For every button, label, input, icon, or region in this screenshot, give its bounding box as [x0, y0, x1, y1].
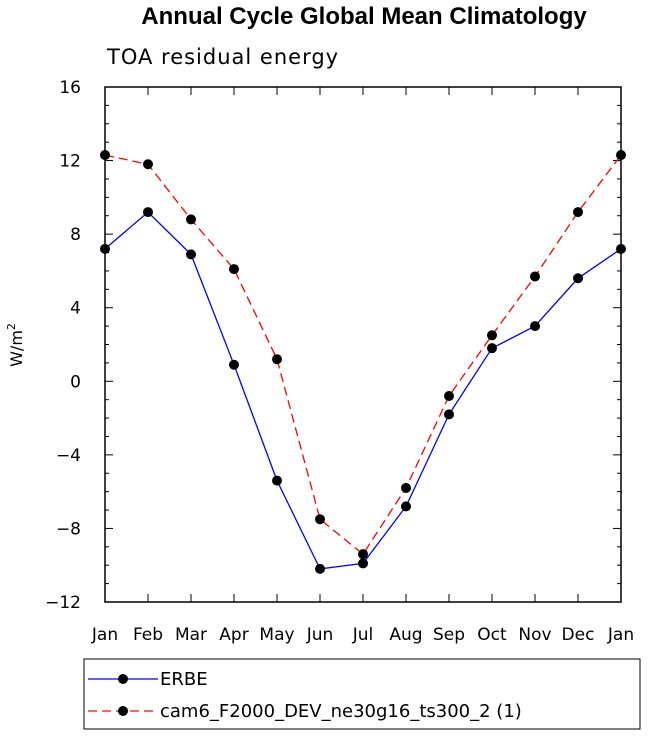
- legend-label-2: cam6_F2000_DEV_ne30g16_ts300_2 (1): [160, 701, 522, 722]
- series-1-point: [272, 475, 282, 486]
- y-tick-label: 4: [70, 299, 81, 319]
- y-tick-label: 8: [70, 225, 81, 245]
- plot-frame: [104, 86, 622, 603]
- series-1-point: [444, 409, 454, 420]
- x-tick-label: Jun: [306, 625, 334, 645]
- y-tick-label: 0: [70, 372, 81, 392]
- series-1-point: [358, 558, 368, 569]
- legend-marker-1: [118, 674, 128, 684]
- legend-marker-2: [118, 706, 128, 716]
- x-tick-label: Mar: [175, 625, 207, 645]
- y-axis-label-text: W/m: [7, 330, 26, 367]
- x-tick-label: Jul: [352, 625, 374, 645]
- x-tick-label: Apr: [219, 625, 248, 645]
- series-2-point: [401, 482, 411, 493]
- series-2-point: [444, 391, 454, 401]
- series-1-point: [143, 207, 153, 218]
- y-tick-label: 16: [59, 78, 81, 98]
- x-tick-label: Dec: [562, 625, 595, 645]
- legend-box: [83, 658, 641, 730]
- series-line-1: [104, 211, 622, 570]
- series-1-point: [401, 501, 411, 512]
- series-1-point: [100, 243, 110, 254]
- chart-title: Annual Cycle Global Mean Climatology: [141, 3, 587, 30]
- x-tick-label: Sep: [433, 625, 465, 645]
- series-2-point: [487, 330, 497, 341]
- x-tick-label: Feb: [133, 625, 163, 645]
- y-tick-label: −12: [45, 593, 81, 613]
- series-1-point: [573, 273, 583, 284]
- plot-area: [104, 86, 622, 603]
- series-2-point: [530, 271, 540, 282]
- series-1-point: [186, 249, 196, 260]
- series-1-point: [530, 321, 540, 332]
- series-1-point: [487, 343, 497, 354]
- legend: ERBE cam6_F2000_DEV_ne30g16_ts300_2 (1): [83, 658, 641, 730]
- series-1-point: [315, 563, 325, 574]
- series-line-2: [104, 154, 622, 556]
- x-axis: Jan Feb Mar Apr May Jun Jul Aug Sep Oct Nov Dec Jan: [91, 87, 634, 645]
- x-tick-label: Jan: [607, 625, 634, 645]
- legend-label-1: ERBE: [160, 669, 208, 690]
- x-tick-label: Jan: [91, 625, 118, 645]
- series-2-point: [616, 150, 626, 161]
- y-tick-label: −8: [56, 519, 81, 539]
- series-2-point: [358, 549, 368, 560]
- y-tick-label: −4: [56, 446, 81, 466]
- y-axis-label-superscript: 2: [5, 323, 18, 330]
- y-tick-label: 12: [59, 152, 81, 172]
- series-2-point: [315, 514, 325, 525]
- chart-subtitle: TOA residual energy: [106, 45, 339, 69]
- series-2-point: [100, 150, 110, 161]
- series-2-point: [229, 264, 239, 275]
- series-2-point: [186, 214, 196, 225]
- x-tick-label: May: [259, 625, 294, 645]
- series-layer: [100, 150, 626, 574]
- x-tick-label: Nov: [518, 625, 551, 645]
- y-axis: −12 −8 −4 0 4 8 12 16: [45, 78, 621, 613]
- y-axis-label: W/m2: [5, 323, 26, 367]
- x-tick-label: Oct: [477, 625, 507, 645]
- series-2-point: [143, 159, 153, 170]
- series-2-point: [573, 207, 583, 218]
- series-1-point: [616, 243, 626, 254]
- x-tick-label: Aug: [389, 625, 422, 645]
- series-2-point: [272, 354, 282, 365]
- series-1-point: [229, 359, 239, 370]
